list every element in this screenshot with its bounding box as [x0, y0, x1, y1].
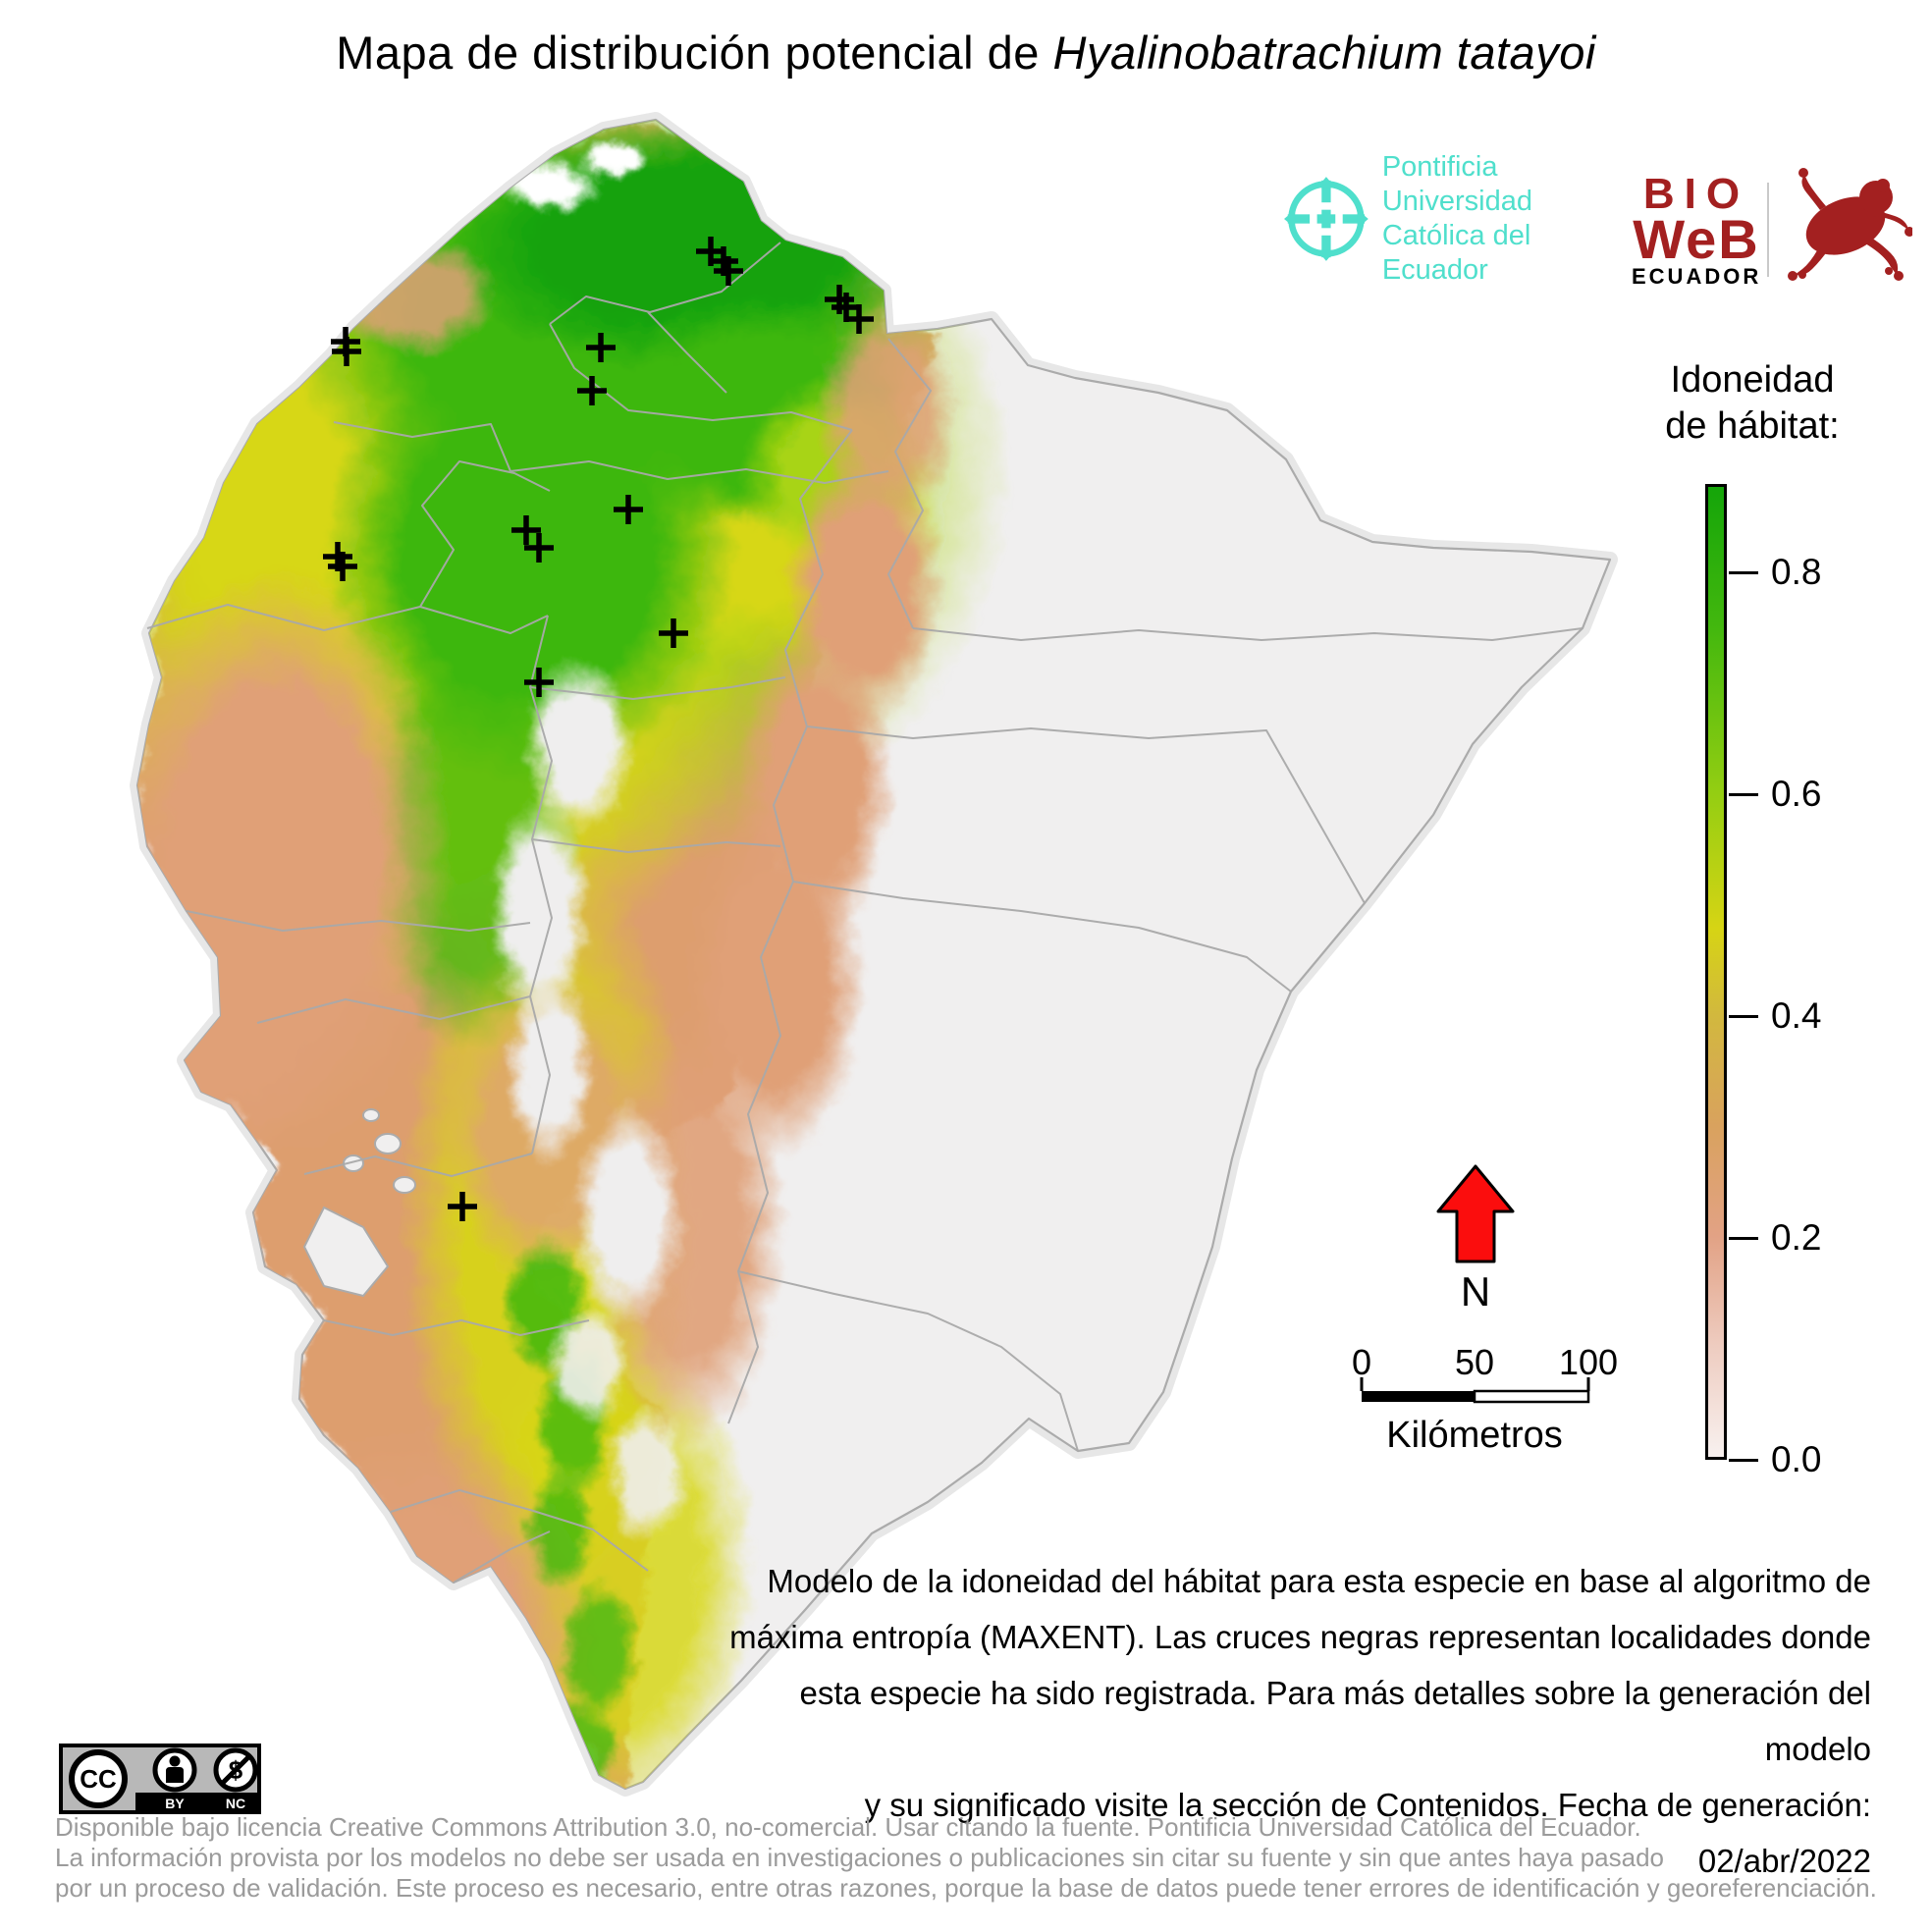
colorbar-tick-0.6 [1729, 792, 1758, 796]
frog-icon [1788, 168, 1912, 281]
occurrence-cross [586, 333, 616, 362]
legend-title: Idoneidad de hábitat: [1620, 357, 1885, 450]
north-arrow: N [1436, 1164, 1515, 1315]
colorbar-tick-0.0 [1729, 1458, 1758, 1462]
bioweb-web: WeB [1633, 208, 1760, 270]
colorbar-tick-0.4 [1729, 1014, 1758, 1018]
legend-title-line1: Idoneidad [1670, 359, 1835, 401]
page-title: Mapa de distribución potencial de Hyalin… [0, 26, 1932, 80]
occurrence-cross [714, 256, 743, 286]
colorbar-tick-label-0.6: 0.6 [1771, 774, 1822, 815]
occurrence-cross [332, 337, 361, 366]
occurrence-cross [614, 495, 643, 524]
legend-colorbar [1705, 484, 1727, 1460]
bioweb-divider [1767, 183, 1769, 277]
scale-unit: Kilómetros [1386, 1415, 1563, 1456]
colorbar-tick-label-0.0: 0.0 [1771, 1439, 1822, 1479]
north-label: N [1461, 1268, 1490, 1315]
description-line2: máxima entropía (MAXENT). Las cruces neg… [729, 1619, 1871, 1655]
footer-line2: La información provista por los modelos … [55, 1843, 1665, 1872]
puce-line1: Pontificia Universidad [1381, 151, 1532, 217]
province-borders [146, 242, 1583, 1583]
puce-compass-icon [1284, 177, 1368, 261]
occurrence-cross [524, 533, 554, 563]
occurrence-cross [511, 515, 541, 545]
bioweb-logo: BIO WeB ECUADOR [1632, 170, 1761, 289]
model-description: Modelo de la idoneidad del hábitat para … [693, 1553, 1871, 1889]
colorbar-tick-0.8 [1729, 570, 1758, 574]
title-prefix: Mapa de distribución potencial de [336, 27, 1053, 79]
occurrence-cross [659, 618, 688, 648]
cc-nc-label: NC [226, 1796, 245, 1811]
occurrence-cross [448, 1192, 477, 1221]
scale-label-50: 50 [1455, 1342, 1494, 1382]
cc-icon: CC [69, 1749, 128, 1808]
legend-title-line2: de hábitat: [1665, 405, 1840, 447]
cc-license-badge: CC $ BY NC [59, 1744, 261, 1814]
scale-bar: 0 50 100 Kilómetros [1352, 1342, 1618, 1456]
footer-disclaimer: Disponible bajo licencia Creative Common… [55, 1812, 1901, 1904]
colorbar-tick-label-0.4: 0.4 [1771, 995, 1822, 1037]
cc-nc-icon: $ [213, 1747, 258, 1793]
occurrence-crosses [323, 237, 874, 1221]
footer-line3: por un proceso de validación. Este proce… [55, 1873, 1877, 1903]
occurrence-cross [844, 304, 874, 334]
colorbar-tick-label-0.2: 0.2 [1771, 1217, 1822, 1259]
puce-logo: Pontificia Universidad Católica del Ecua… [1284, 151, 1637, 286]
colorbar-tick-0.2 [1729, 1236, 1758, 1240]
svg-text:CC: CC [80, 1764, 117, 1794]
bioweb-ecuador: ECUADOR [1632, 264, 1762, 289]
bioweb-bio: BIO [1642, 170, 1750, 218]
description-line1: Modelo de la idoneidad del hábitat para … [767, 1563, 1871, 1599]
title-species: Hyalinobatrachium tatayoi [1052, 27, 1596, 79]
puce-logo-text: Pontificia Universidad Católica del Ecua… [1382, 150, 1637, 288]
footer-line1: Disponible bajo licencia Creative Common… [55, 1812, 1641, 1842]
cc-by-icon [152, 1747, 197, 1793]
puce-line2: Católica del Ecuador [1381, 220, 1531, 286]
description-line3: esta especie ha sido registrada. Para má… [799, 1675, 1871, 1767]
occurrence-cross [328, 552, 357, 581]
occurrence-cross [524, 668, 554, 697]
scale-label-0: 0 [1352, 1342, 1371, 1382]
description-line4: y su significado visite la sección de Co… [864, 1787, 1871, 1879]
scale-label-100: 100 [1559, 1342, 1618, 1382]
occurrence-cross [577, 376, 607, 405]
cc-by-label: BY [165, 1796, 185, 1811]
colorbar-tick-label-0.8: 0.8 [1771, 552, 1822, 593]
